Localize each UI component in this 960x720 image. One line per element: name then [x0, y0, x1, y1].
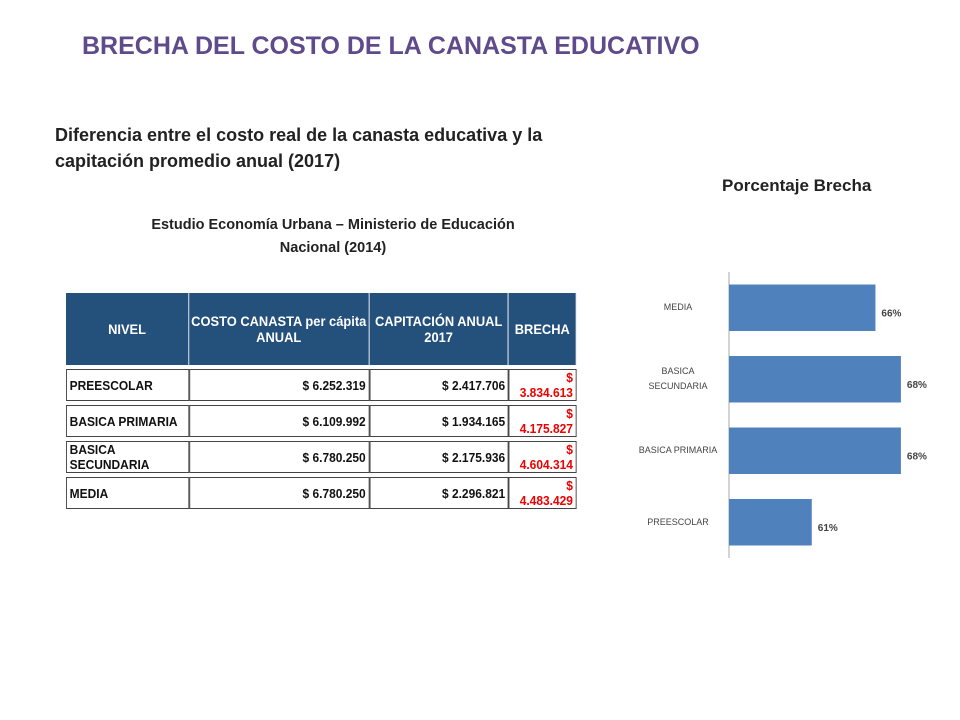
title: BRECHA DEL COSTO DE LA CANASTA EDUCATIVO	[82, 32, 700, 60]
column-header: COSTO CANASTA per cápita ANUAL	[189, 293, 370, 365]
category-label: PREESCOLAR	[647, 516, 709, 527]
table: NIVEL COSTO CANASTA per cápita ANUAL CAPIT…	[66, 289, 577, 513]
table-row: BASICA PRIMARIA $ 6.109.992 $ 1.934.165 $ 4…	[66, 405, 577, 437]
table-cell: $ 2.417.706	[369, 369, 509, 401]
table-cell: PREESCOLAR	[66, 369, 190, 401]
subtitle: Diferencia entre el costo real de la can…	[55, 125, 543, 171]
table-cell: $ 2.296.821	[369, 477, 509, 509]
header-row: NIVEL COSTO CANASTA per cápita ANUAL CAPIT…	[66, 293, 577, 365]
table-cell: $ 2.175.936	[369, 441, 509, 473]
table-cell: $ 4.483.429	[508, 477, 577, 509]
table-cell: $ 3.834.613	[508, 369, 577, 401]
bar	[729, 427, 901, 474]
column-header: BRECHA	[508, 293, 577, 365]
table-cell: $ 4.175.827	[508, 405, 577, 437]
category-label: BASICA PRIMARIA	[638, 445, 718, 456]
table-cell: $ 6.109.992	[189, 405, 370, 437]
data-label: 68%	[907, 451, 927, 462]
table-cell: $ 6.780.250	[189, 441, 370, 473]
data-label: 61%	[818, 523, 838, 534]
table-cell: BASICA SECUNDARIA	[66, 441, 190, 473]
column-header: NIVEL	[66, 293, 190, 365]
bar	[729, 356, 901, 403]
table-row: BASICA SECUNDARIA $ 6.780.250 $ 2.175.936 $…	[66, 441, 577, 473]
category-label: MEDIA	[663, 302, 693, 313]
bar	[729, 284, 876, 331]
data-label: 66%	[881, 308, 901, 319]
category-label: BASICA SECUNDARIA	[648, 366, 708, 392]
table-cell: $ 6.780.250	[189, 477, 370, 509]
table-row: MEDIA $ 6.780.250 $ 2.296.821 $ 4.483.429	[66, 477, 577, 509]
bar	[729, 499, 812, 546]
source: Estudio Economía Urbana – Ministerio de …	[151, 217, 515, 256]
data-label: 68%	[907, 380, 927, 391]
table-row: PREESCOLAR $ 6.252.319 $ 2.417.706 $ 3.834.…	[66, 369, 577, 401]
table-cell: $ 4.604.314	[508, 441, 577, 473]
table-cell: MEDIA	[66, 477, 190, 509]
table-cell: BASICA PRIMARIA	[66, 405, 190, 437]
column-header: CAPITACIÓN ANUAL 2017	[369, 293, 509, 365]
table-cell: $ 1.934.165	[369, 405, 509, 437]
chart-title: Porcentaje Brecha	[722, 176, 872, 195]
table-cell: $ 6.252.319	[189, 369, 370, 401]
